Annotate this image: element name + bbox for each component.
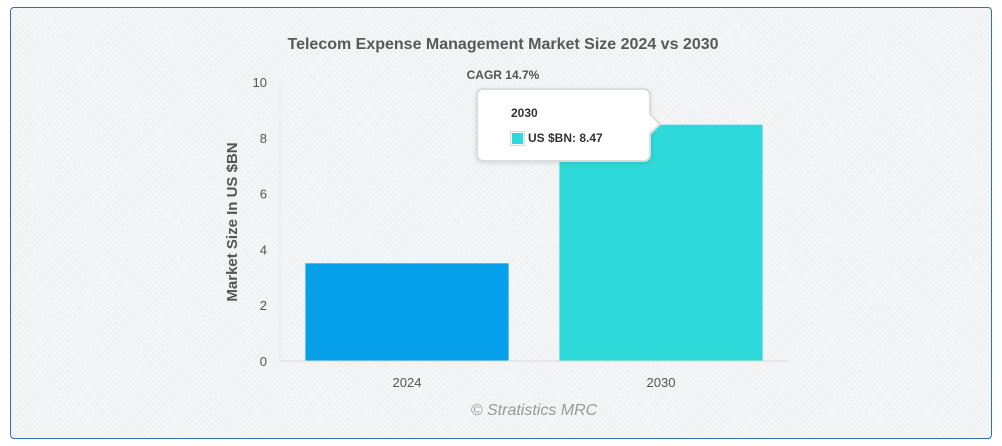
x-axis-ticks: 2024 2030 bbox=[393, 375, 676, 390]
chart-frame bbox=[10, 7, 992, 439]
cagr-annotation: CAGR 14.7% bbox=[467, 68, 540, 82]
bar-2030[interactable] bbox=[559, 124, 763, 361]
y-tick-label: 6 bbox=[260, 187, 267, 202]
y-axis-ticks: 0 2 4 6 8 10 bbox=[253, 75, 267, 369]
tooltip-row: US $BN: 8.47 bbox=[511, 131, 603, 145]
y-tick-label: 0 bbox=[260, 354, 267, 369]
tooltip: 2030 US $BN: 8.47 bbox=[476, 88, 651, 162]
credit-text: © Stratistics MRC bbox=[471, 402, 598, 419]
bars-group bbox=[305, 124, 763, 361]
y-tick-label: 2 bbox=[260, 298, 267, 313]
y-tick-label: 10 bbox=[253, 75, 267, 90]
y-axis-label: Market Size In US $BN bbox=[224, 142, 241, 301]
x-tick-label: 2030 bbox=[647, 375, 676, 390]
bar-2024[interactable] bbox=[305, 263, 509, 361]
chart-title: Telecom Expense Management Market Size 2… bbox=[287, 36, 718, 53]
tooltip-color-swatch bbox=[511, 131, 524, 145]
x-tick-label: 2024 bbox=[393, 375, 422, 390]
y-tick-label: 4 bbox=[260, 242, 267, 257]
tooltip-label: US $BN: 8.47 bbox=[528, 131, 603, 145]
y-tick-label: 8 bbox=[260, 131, 267, 146]
tooltip-title: 2030 bbox=[511, 106, 538, 120]
